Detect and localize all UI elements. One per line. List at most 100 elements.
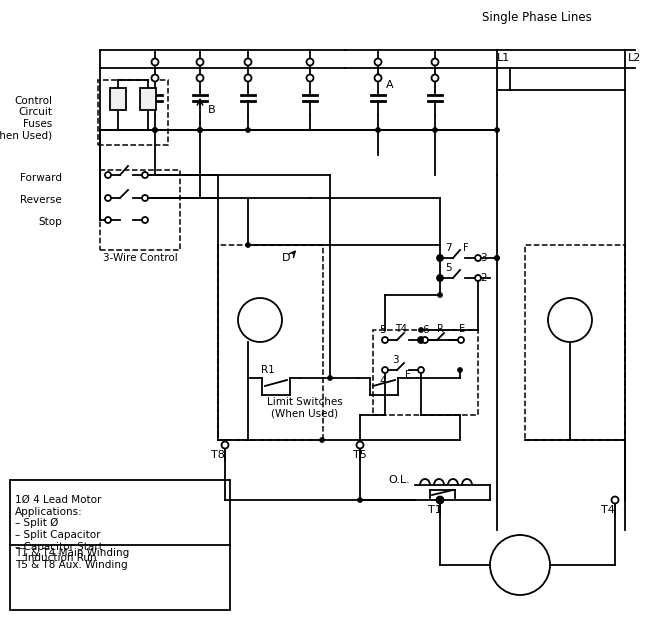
Text: R1: R1 <box>261 365 275 375</box>
Text: FOR: FOR <box>558 315 582 325</box>
Text: A: A <box>386 80 394 90</box>
Circle shape <box>490 535 550 595</box>
Circle shape <box>422 337 428 343</box>
Circle shape <box>153 127 157 133</box>
Text: 1Ø 4 Lead Motor
Applications:
– Split Ø
– Split Capacitor
– Capacitor Start
   I: 1Ø 4 Lead Motor Applications: – Split Ø … <box>15 495 103 563</box>
Circle shape <box>244 74 252 81</box>
Text: Single Phase Lines: Single Phase Lines <box>482 11 592 25</box>
Circle shape <box>475 255 481 261</box>
Text: F: F <box>463 243 469 253</box>
Circle shape <box>374 59 382 66</box>
Text: 6: 6 <box>422 325 429 335</box>
Circle shape <box>495 256 499 261</box>
Circle shape <box>495 256 499 261</box>
Text: R: R <box>437 324 443 334</box>
Circle shape <box>307 74 313 81</box>
Text: 5: 5 <box>445 263 451 273</box>
Circle shape <box>105 217 111 223</box>
Bar <box>110 88 126 110</box>
Circle shape <box>196 74 203 81</box>
Circle shape <box>358 497 363 502</box>
Text: Motor: Motor <box>503 558 537 572</box>
Text: T5: T5 <box>353 450 367 460</box>
Bar <box>98 80 168 145</box>
Circle shape <box>246 127 250 133</box>
Bar <box>10 480 230 610</box>
Circle shape <box>238 298 282 342</box>
Circle shape <box>475 275 481 281</box>
Circle shape <box>437 275 443 281</box>
Circle shape <box>432 74 439 81</box>
Text: O.L.: O.L. <box>388 475 410 485</box>
Text: 3: 3 <box>392 355 398 365</box>
Circle shape <box>382 337 388 343</box>
Bar <box>100 170 180 250</box>
Text: Control
Circuit
Fuses
(When Used): Control Circuit Fuses (When Used) <box>0 96 52 141</box>
Text: 3: 3 <box>480 253 487 263</box>
Text: T1: T1 <box>428 505 442 515</box>
Circle shape <box>320 437 324 442</box>
Text: 2: 2 <box>480 273 487 283</box>
Circle shape <box>105 172 111 178</box>
Circle shape <box>437 497 443 504</box>
Circle shape <box>382 367 388 373</box>
Circle shape <box>151 59 159 66</box>
Text: T8: T8 <box>211 450 225 460</box>
Circle shape <box>458 337 464 343</box>
Circle shape <box>437 256 443 261</box>
Circle shape <box>222 442 229 449</box>
Text: T1 & T4 Main Winding
T5 & T8 Aux. Winding: T1 & T4 Main Winding T5 & T8 Aux. Windin… <box>15 548 129 570</box>
Circle shape <box>328 375 333 380</box>
Bar <box>373 330 478 415</box>
Circle shape <box>246 242 250 247</box>
Text: 4: 4 <box>380 376 386 386</box>
Circle shape <box>142 172 148 178</box>
Bar <box>140 88 156 110</box>
Circle shape <box>376 127 380 133</box>
Circle shape <box>307 59 313 66</box>
Text: E: E <box>459 324 465 334</box>
Circle shape <box>437 293 443 297</box>
Circle shape <box>105 195 111 201</box>
Text: REV: REV <box>249 315 271 325</box>
Circle shape <box>198 127 203 133</box>
Text: Limit Switches
(When Used): Limit Switches (When Used) <box>267 397 343 419</box>
Circle shape <box>142 195 148 201</box>
Text: Reverse: Reverse <box>20 195 62 205</box>
Text: T4: T4 <box>395 324 407 334</box>
Circle shape <box>244 59 252 66</box>
Circle shape <box>374 74 382 81</box>
Bar <box>218 245 323 440</box>
Circle shape <box>142 217 148 223</box>
Text: T4: T4 <box>601 505 615 515</box>
Text: 5: 5 <box>380 325 386 335</box>
Circle shape <box>196 59 203 66</box>
Text: L2: L2 <box>628 53 642 63</box>
Text: B: B <box>208 105 216 115</box>
Text: D: D <box>281 253 290 263</box>
Bar <box>525 245 625 440</box>
Text: F: F <box>405 370 411 380</box>
Circle shape <box>419 327 424 333</box>
Circle shape <box>418 337 424 343</box>
Circle shape <box>437 255 443 261</box>
Circle shape <box>437 276 443 281</box>
Text: 3-Wire Control: 3-Wire Control <box>103 253 177 263</box>
Circle shape <box>356 442 363 449</box>
Circle shape <box>548 298 592 342</box>
Circle shape <box>458 367 463 372</box>
Circle shape <box>153 127 157 133</box>
Circle shape <box>432 59 439 66</box>
Circle shape <box>418 367 424 373</box>
Text: 7: 7 <box>445 243 451 253</box>
Circle shape <box>151 74 159 81</box>
Circle shape <box>198 127 203 133</box>
Text: Forward: Forward <box>20 173 62 183</box>
Circle shape <box>612 497 619 504</box>
Circle shape <box>432 127 437 133</box>
Text: L1: L1 <box>497 53 511 63</box>
Circle shape <box>495 127 499 133</box>
Text: Stop: Stop <box>38 217 62 227</box>
Circle shape <box>419 338 424 343</box>
Circle shape <box>437 497 443 502</box>
